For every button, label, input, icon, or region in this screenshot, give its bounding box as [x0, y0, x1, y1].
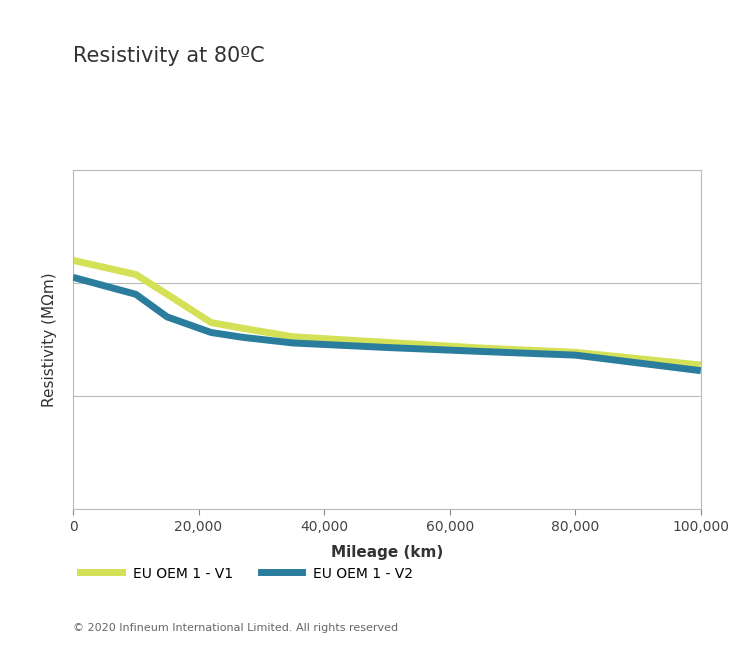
Text: Resistivity at 80ºC: Resistivity at 80ºC [73, 46, 264, 66]
EU OEM 1 - V2 [207, 328, 215, 336]
EU OEM 1 - V2 [131, 291, 140, 298]
EU OEM 1 - V2 [696, 367, 705, 375]
EU OEM 1 - V1 [131, 270, 140, 278]
Y-axis label: Resistivity (MΩm): Resistivity (MΩm) [42, 272, 57, 407]
EU OEM 1 - V1 [238, 325, 247, 332]
EU OEM 1 - V2 [288, 339, 297, 347]
EU OEM 1 - V1 [696, 361, 705, 369]
EU OEM 1 - V2 [477, 347, 485, 355]
Legend: EU OEM 1 - V1, EU OEM 1 - V2: EU OEM 1 - V1, EU OEM 1 - V2 [80, 567, 413, 581]
EU OEM 1 - V2 [571, 351, 580, 359]
EU OEM 1 - V1 [207, 319, 215, 326]
Text: © 2020 Infineum International Limited. All rights reserved: © 2020 Infineum International Limited. A… [73, 624, 398, 633]
EU OEM 1 - V2 [238, 334, 247, 342]
EU OEM 1 - V2 [69, 274, 77, 281]
EU OEM 1 - V1 [383, 338, 391, 346]
EU OEM 1 - V1 [163, 291, 172, 298]
EU OEM 1 - V2 [163, 313, 172, 321]
EU OEM 1 - V1 [69, 257, 77, 264]
EU OEM 1 - V1 [477, 344, 485, 352]
EU OEM 1 - V2 [383, 343, 391, 351]
Line: EU OEM 1 - V2: EU OEM 1 - V2 [73, 278, 701, 371]
EU OEM 1 - V1 [288, 333, 297, 341]
EU OEM 1 - V1 [571, 349, 580, 357]
X-axis label: Mileage (km): Mileage (km) [331, 545, 443, 560]
Line: EU OEM 1 - V1: EU OEM 1 - V1 [73, 261, 701, 365]
